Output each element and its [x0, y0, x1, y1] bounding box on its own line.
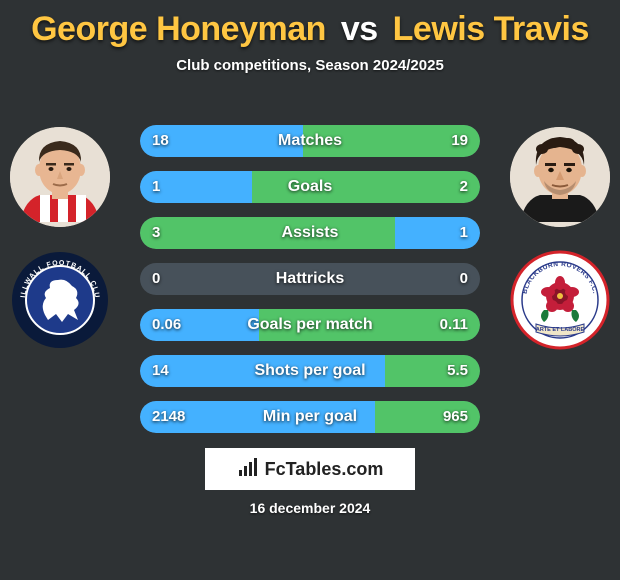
stat-row: Goals per match0.06 0.11 — [140, 309, 480, 341]
club2-badge: ARTE ET LABORE BLACKBURN ROVERS F.C. — [510, 250, 610, 350]
stat-value-right: 0 — [460, 263, 468, 295]
stat-value-left: 2148 — [152, 401, 185, 433]
stat-value-right: 5.5 — [447, 355, 468, 387]
stat-value-right: 0.11 — [440, 309, 468, 341]
player1-avatar — [10, 127, 110, 227]
stat-value-left: 3 — [152, 217, 160, 249]
vs-text: vs — [341, 10, 378, 48]
stat-row: Shots per goal14 5.5 — [140, 355, 480, 387]
stat-value-left: 18 — [152, 125, 169, 157]
svg-text:ARTE ET LABORE: ARTE ET LABORE — [536, 327, 585, 333]
stats-bars: Matches1819Goals12Assists31Hattricks00Go… — [140, 125, 480, 447]
page-title: George Honeyman vs Lewis Travis — [0, 0, 620, 49]
player2-name: Lewis Travis — [393, 10, 589, 48]
brand-box: FcTables.com — [205, 448, 415, 490]
stat-label: Matches — [140, 125, 480, 157]
stat-label: Min per goal — [140, 401, 480, 433]
stat-row: Hattricks0 0 — [140, 263, 480, 295]
stat-value-right: 965 — [443, 401, 468, 433]
club1-badge: MILLWALL FOOTBALL CLUB — [10, 250, 110, 350]
footer-date: 16 december 2024 — [0, 500, 620, 516]
stat-value-right: 2 — [460, 171, 468, 203]
stat-value-right: 19 — [451, 125, 468, 157]
brand-icon — [237, 456, 259, 483]
stat-value-left: 0.06 — [152, 309, 181, 341]
stat-row: Assists3 1 — [140, 217, 480, 249]
stat-label: Assists — [140, 217, 480, 249]
subtitle: Club competitions, Season 2024/2025 — [0, 57, 620, 74]
stat-row: Min per goal2148 965 — [140, 401, 480, 433]
stat-label: Goals per match — [140, 309, 480, 341]
stat-value-left: 0 — [152, 263, 160, 295]
stat-row: Goals1 2 — [140, 171, 480, 203]
stat-label: Hattricks — [140, 263, 480, 295]
stat-label: Goals — [140, 171, 480, 203]
stat-value-left: 14 — [152, 355, 169, 387]
player1-name: George Honeyman — [31, 10, 326, 48]
stat-value-right: 1 — [460, 217, 468, 249]
stat-value-left: 1 — [152, 171, 160, 203]
stat-label: Shots per goal — [140, 355, 480, 387]
brand-text: FcTables.com — [265, 459, 384, 480]
player2-avatar — [510, 127, 610, 227]
stat-row: Matches18 19 — [140, 125, 480, 157]
